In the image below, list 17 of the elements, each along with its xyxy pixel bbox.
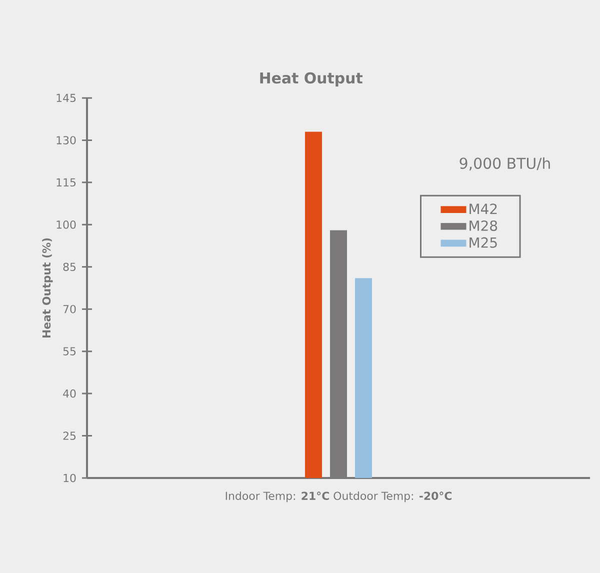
legend-label: M25 (470, 237, 497, 248)
legend-label: M28 (470, 220, 498, 232)
y-tick-label: 100 (56, 220, 76, 229)
y-tick-label: 115 (56, 178, 76, 186)
y-tick-label: 85 (63, 262, 76, 272)
y-axis-title: Heat Output (%) (42, 238, 53, 338)
y-tick-label: 70 (63, 304, 76, 314)
y-tick-label: 55 (63, 347, 76, 356)
legend-title: 9,000 BTU/h (460, 157, 550, 170)
y-tick-label: 10 (64, 474, 76, 482)
y-tick-label: 40 (63, 389, 76, 398)
y-tick-label: 25 (63, 432, 76, 440)
y-tick-label: 130 (56, 136, 76, 144)
y-tick-label: 145 (56, 94, 76, 102)
legend-label: M42 (470, 204, 497, 214)
x-tick-label: Indoor Temp: 21°C Outdoor Temp: -20°C (226, 492, 452, 502)
chart-title: Heat Output (260, 72, 363, 86)
